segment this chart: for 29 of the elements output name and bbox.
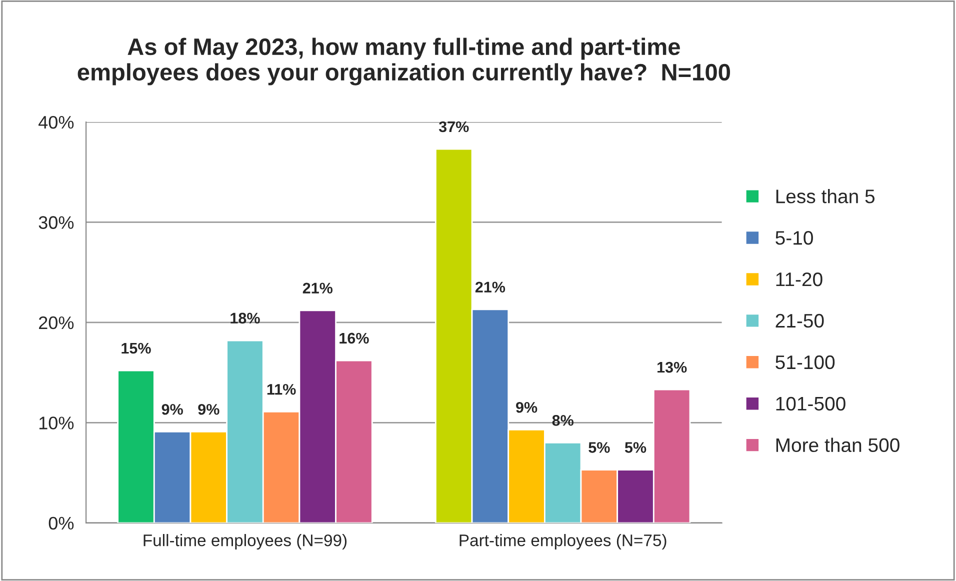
y-tick-label: 30% bbox=[38, 216, 74, 229]
data-label: 13% bbox=[658, 362, 687, 373]
y-tick-label: 20% bbox=[39, 316, 74, 330]
data-label: 8% bbox=[552, 414, 574, 426]
legend-label: More than 500 bbox=[776, 438, 900, 452]
data-label: 11% bbox=[267, 384, 296, 395]
data-label: 21% bbox=[302, 282, 333, 294]
x-tick-label: Full-time employees (N=99) bbox=[144, 534, 347, 550]
data-label: 21% bbox=[475, 282, 506, 292]
chart-title: As of May 2023, how many full-time and part-time employees does your organization currently have? N=100 bbox=[78, 38, 730, 86]
data-label: 15% bbox=[122, 342, 151, 354]
legend-label: 101-500 bbox=[776, 396, 846, 411]
data-label: 37% bbox=[438, 121, 469, 132]
legend-label: Less than 5 bbox=[776, 189, 875, 204]
legend-label: 51-100 bbox=[776, 355, 835, 370]
x-tick-label: Part-time employees (N=75) bbox=[460, 534, 666, 550]
legend-label: 21-50 bbox=[776, 314, 824, 328]
y-tick-label: 40% bbox=[38, 116, 74, 129]
legend-label: 5-10 bbox=[776, 230, 813, 245]
data-label: 9% bbox=[516, 402, 538, 413]
data-label: 16% bbox=[340, 332, 369, 344]
legend-label: 11-20 bbox=[776, 272, 822, 286]
data-label: 18% bbox=[230, 312, 260, 324]
y-tick-label: 0% bbox=[48, 516, 74, 530]
data-label: 5% bbox=[624, 442, 646, 453]
data-label: 9% bbox=[162, 404, 183, 415]
data-label: 9% bbox=[198, 404, 220, 415]
data-label: 5% bbox=[588, 442, 610, 453]
y-tick-label: 10% bbox=[39, 416, 74, 430]
